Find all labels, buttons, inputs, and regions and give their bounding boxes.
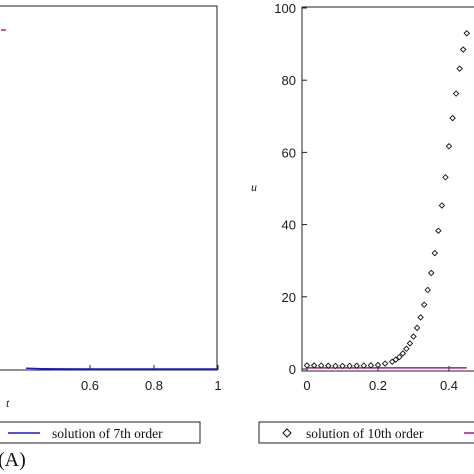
scatter-point [392,356,399,363]
scatter-point [403,345,410,353]
scatter-point [374,361,382,369]
right-panel: 0 20 40 60 80 100 0 0.2 0.4 u solution of 10th … [251,1,474,444]
right-y-tick-label: 40 [282,218,296,233]
scatter-point [346,362,353,370]
right-x-ticks: 0 0.2 0.4 [303,366,458,393]
scatter-point [442,174,449,181]
scatter-point [317,362,325,369]
scatter-point [438,202,446,209]
right-x-tick-label: 0.4 [440,378,458,393]
left-plot-frame [0,5,218,371]
scatter-point [420,301,428,308]
right-y-axis-label: u [251,180,257,194]
right-plot-frame [301,6,474,372]
scatter-point [456,65,463,72]
left-legend: solution of 7th order [0,421,201,444]
scatter-point [381,360,389,367]
scatter-point [353,362,360,369]
scatter-point [459,46,467,53]
right-y-ticks: 0 20 40 60 80 100 [274,1,307,377]
left-legend-box [0,421,201,444]
right-legend-swatch [282,428,292,438]
right-legend-box [258,421,474,444]
right-x-tick-label: 0 [303,378,310,393]
scatter-point [413,324,421,332]
scatter-point [367,362,375,369]
scatter-point [303,362,311,369]
scatter-point [431,249,439,257]
scatter-point [435,227,442,234]
left-x-tick-label: 1 [214,378,221,393]
scatter-point [310,362,318,369]
scatter-point [325,362,332,369]
right-y-tick-label: 60 [282,145,296,160]
scatter-point [396,353,403,361]
scatter-point [332,362,339,370]
scatter-point [339,362,346,370]
left-x-tick-label: 0.6 [81,378,99,393]
right-legend: solution of 10th order [258,421,474,444]
scatter-point [410,333,417,340]
scatter-point [445,143,453,150]
left-x-tick-label: 0.8 [145,378,163,393]
scatter-point [406,340,414,347]
left-x-ticks: 0.6 0.8 1 [81,365,222,393]
right-x-tick-label: 0.2 [369,378,387,393]
scatter-point [424,286,431,294]
right-y-tick-label: 80 [282,73,296,88]
scatter-point [449,114,456,122]
left-solution-curve [25,367,218,370]
scatter-point [452,90,460,97]
right-y-tick-label: 100 [274,1,296,16]
right-legend-label: solution of 10th order [306,426,424,441]
left-legend-label: solution of 7th order [52,426,163,441]
left-x-axis-label: t [6,396,10,410]
panel-label-a: (A) [0,449,26,471]
scatter-point [360,362,368,369]
scatter-point [463,30,470,37]
right-scatter-series [303,30,470,370]
right-y-tick-label: 20 [282,290,296,305]
left-panel: 0.6 0.8 1 t solution of 7th order (A) [0,5,222,471]
scatter-point [399,350,407,357]
right-y-tick-label: 0 [289,362,296,377]
scatter-point [417,314,424,321]
scatter-point [428,269,435,277]
